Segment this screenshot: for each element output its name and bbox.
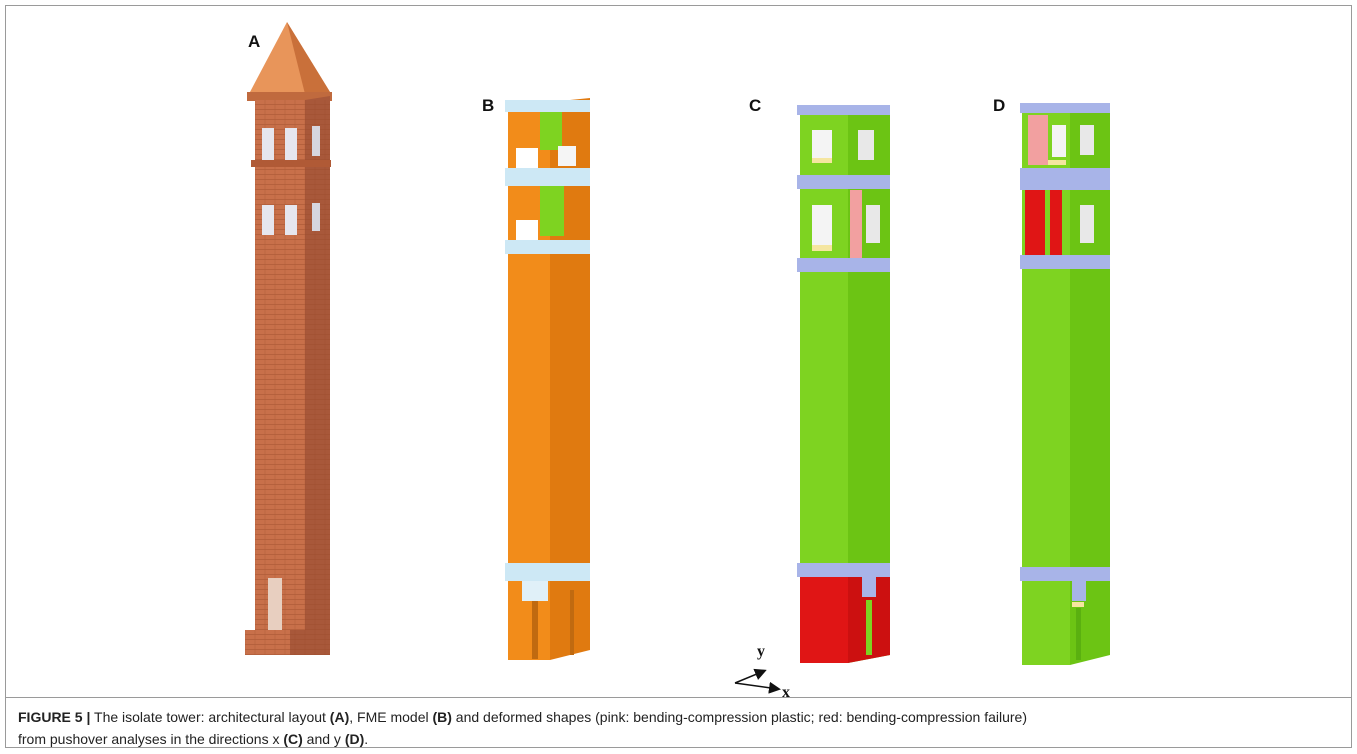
caption-line: FIGURE 5 | The isolate tower: architectu…	[18, 706, 1338, 728]
caption-line: from pushover analyses in the directions…	[18, 728, 1338, 750]
figure-number: FIGURE 5 |	[18, 709, 90, 725]
figure: A B C D y x	[0, 0, 1357, 754]
caption-text: , FME model	[349, 709, 432, 725]
caption-text: .	[364, 731, 368, 747]
tower-d	[1020, 103, 1110, 665]
tower-b	[505, 98, 590, 660]
tower-c	[797, 105, 890, 663]
caption-text: from pushover analyses in the directions…	[18, 731, 283, 747]
axis-indicator: y x	[735, 643, 790, 701]
tower-a	[245, 22, 332, 655]
axis-label: y	[757, 643, 765, 660]
panel-ref: (D)	[345, 731, 364, 747]
page: A B C D y x FIGURE 5 | The isolate tower…	[0, 0, 1357, 754]
panel-ref: (B)	[432, 709, 451, 725]
panel-label: B	[482, 96, 494, 115]
frame	[6, 6, 1352, 748]
panel-ref: (C)	[283, 731, 302, 747]
axis-label: x	[782, 684, 790, 701]
panel-label: A	[248, 32, 260, 51]
panel-label: C	[749, 96, 761, 115]
caption-text: The isolate tower: architectural layout	[90, 709, 329, 725]
caption-text: and deformed shapes (pink: bending-compr…	[452, 709, 1027, 725]
caption: FIGURE 5 | The isolate tower: architectu…	[18, 706, 1338, 750]
panel-ref: (A)	[330, 709, 349, 725]
caption-text: and y	[303, 731, 345, 747]
panel-label: D	[993, 96, 1005, 115]
